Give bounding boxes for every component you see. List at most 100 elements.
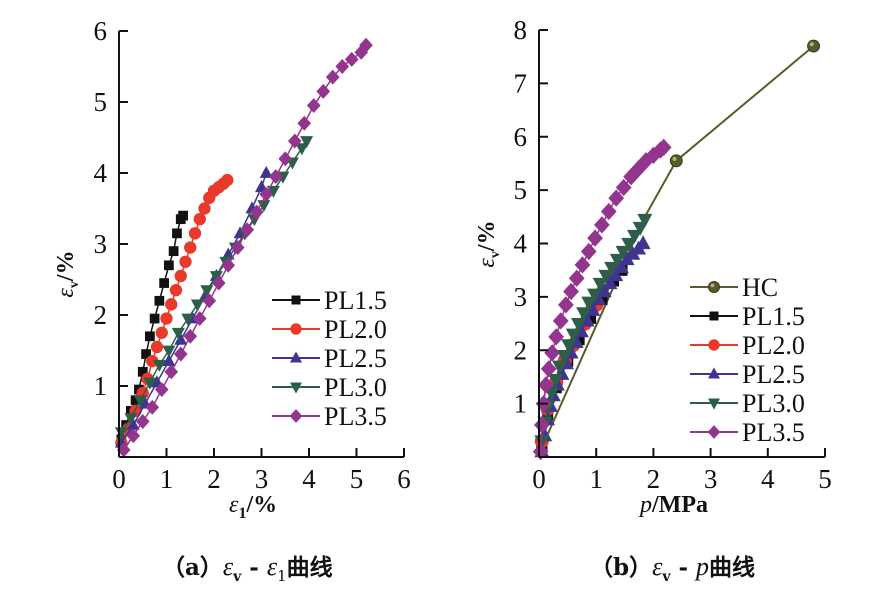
data-point <box>198 202 211 215</box>
data-point <box>221 173 234 187</box>
data-point <box>188 227 202 240</box>
data-point <box>221 247 235 260</box>
data-point <box>552 312 569 330</box>
chart-a-y-axis-title: εv/% <box>53 250 82 297</box>
data-point <box>190 299 204 312</box>
x-tick-label: 1 <box>160 464 174 494</box>
legend-item: PL3.0 <box>690 389 805 418</box>
legend-label: PL1.5 <box>742 302 805 331</box>
data-point <box>544 344 561 362</box>
data-point <box>621 237 637 252</box>
legend-item: PL2.0 <box>272 315 387 344</box>
data-point <box>594 216 610 234</box>
data-point <box>130 395 141 406</box>
chart-b-y-axis-title: εv/% <box>474 220 503 267</box>
data-point <box>581 296 597 311</box>
chart-b-ticks: 0 1 2 3 4 5 1 2 3 4 5 6 7 8 <box>514 15 832 494</box>
data-point <box>669 154 683 168</box>
data-point <box>563 282 579 301</box>
data-point <box>124 413 138 426</box>
legend-marker-icon <box>709 311 719 321</box>
chart-a-x-axis-title: ε1/% <box>229 492 277 522</box>
chart-a-series <box>114 37 373 458</box>
data-point <box>580 242 597 261</box>
data-point <box>154 382 169 398</box>
data-point <box>168 246 179 256</box>
legend-item: PL2.0 <box>690 331 805 360</box>
data-point <box>152 359 166 372</box>
legend-label: PL2.5 <box>324 344 387 373</box>
x-tick-label: 4 <box>302 464 316 494</box>
chart-b: 0 1 2 3 4 5 1 2 3 4 5 6 7 8 HCPL1.5PL2.0PL2.5PL3.0PL3… <box>474 15 832 585</box>
data-point <box>533 416 550 434</box>
legend-item: PL1.5 <box>690 302 805 331</box>
data-point <box>552 360 568 375</box>
data-point <box>537 376 554 394</box>
data-point <box>300 136 314 149</box>
data-point <box>259 165 273 178</box>
data-point <box>584 312 597 324</box>
data-point <box>266 185 280 198</box>
data-point <box>211 275 226 291</box>
data-point <box>162 345 176 358</box>
data-point <box>613 259 629 274</box>
data-point <box>586 288 602 303</box>
data-point <box>344 51 359 67</box>
data-point <box>169 283 183 297</box>
data-point <box>615 245 631 260</box>
legend-label: PL3.0 <box>742 389 805 418</box>
legend-item: HC <box>690 273 778 302</box>
data-point <box>149 313 160 324</box>
data-point <box>635 235 651 250</box>
marker-highlight <box>809 42 814 47</box>
data-point <box>268 169 283 185</box>
data-point <box>202 293 217 309</box>
y-tick-label: 5 <box>514 175 528 205</box>
legend-marker-icon <box>707 280 721 294</box>
series-pl3-0 <box>534 213 653 450</box>
data-point <box>287 133 302 149</box>
data-point <box>174 269 187 283</box>
data-point <box>608 267 624 282</box>
data-point <box>141 349 151 359</box>
y-tick-label: 3 <box>94 229 108 259</box>
data-point <box>240 222 255 238</box>
data-point <box>637 213 653 228</box>
legend-marker-icon <box>708 398 720 410</box>
data-point <box>297 115 312 131</box>
legend-label: PL1.5 <box>324 286 387 315</box>
legend-marker-icon <box>290 351 302 363</box>
data-point <box>172 228 182 239</box>
data-point <box>259 186 274 202</box>
data-point <box>556 349 572 364</box>
data-point <box>602 275 618 290</box>
data-point <box>135 414 150 429</box>
legend-item: PL3.0 <box>272 373 387 402</box>
data-point <box>608 189 625 207</box>
data-point <box>574 256 591 274</box>
data-point <box>154 295 165 306</box>
data-point <box>598 269 614 284</box>
data-point <box>184 241 197 254</box>
data-point <box>568 269 585 287</box>
x-tick-label: 0 <box>112 464 126 494</box>
data-point <box>609 253 625 268</box>
y-tick-label: 7 <box>514 68 528 98</box>
data-point <box>174 332 188 345</box>
data-point <box>179 255 192 268</box>
data-point <box>587 229 603 247</box>
data-point <box>173 346 188 362</box>
chart-b-caption: （b）εv - p曲线 <box>590 552 755 585</box>
x-tick-label: 1 <box>589 464 603 494</box>
y-tick-label: 2 <box>94 300 108 330</box>
data-point <box>126 428 141 444</box>
data-point <box>306 98 321 114</box>
data-point <box>193 212 206 226</box>
y-tick-label: 4 <box>94 158 108 188</box>
legend-marker-icon <box>707 425 721 439</box>
series-pl3-5 <box>532 138 672 461</box>
data-point <box>171 327 185 340</box>
data-point <box>585 301 601 316</box>
